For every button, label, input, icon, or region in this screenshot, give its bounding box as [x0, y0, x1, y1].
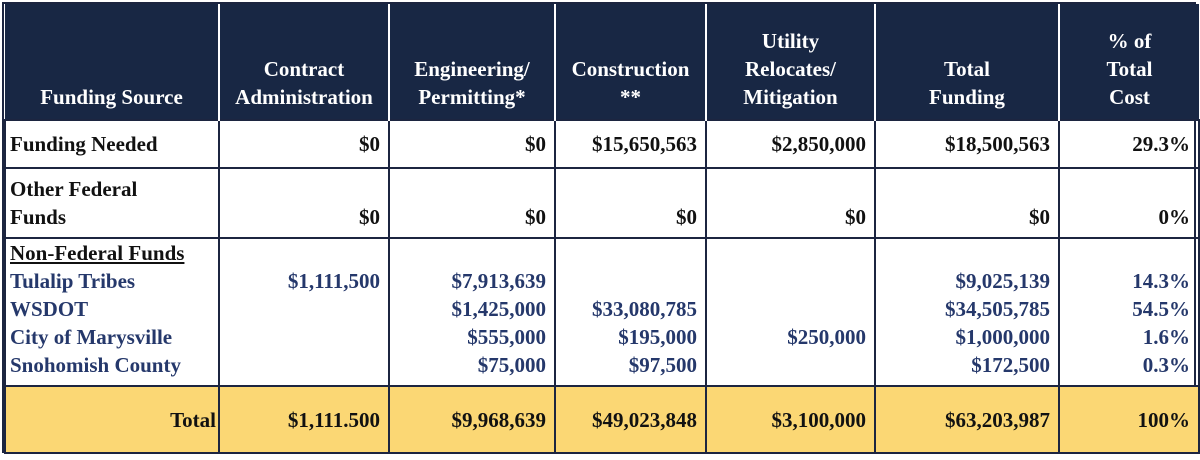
header-row: Funding Source Contract Administration En…	[5, 4, 1199, 120]
table-cell: $0	[874, 167, 1060, 239]
table-cell: 29.3%	[1058, 119, 1200, 169]
source-name: Tulalip Tribes	[10, 269, 136, 293]
table-cell: $0	[218, 119, 390, 169]
table-cell: $2,850,000	[705, 119, 876, 169]
row-label: Funding Needed	[4, 119, 220, 169]
header-percent-total-cost: % of Total Cost	[1059, 4, 1199, 120]
table-row-non-federal: Non-Federal Funds Tulalip Tribes WSDOT C…	[4, 237, 1200, 387]
table-cell: $63,203,987	[874, 385, 1060, 454]
table-cell: $0	[388, 167, 556, 239]
header-total-funding: Total Funding	[875, 4, 1060, 120]
table-cell: 100%	[1058, 385, 1200, 454]
total-label: Total	[4, 385, 220, 454]
table-row-total: Total $1,111.500 $9,968,639 $49,023,848 …	[4, 385, 1200, 454]
table-cell: $9,968,639	[388, 385, 556, 454]
source-name: WSDOT	[10, 297, 89, 321]
table-cell: 14.3% 54.5% 1.6% 0.3%	[1058, 237, 1200, 387]
table-cell: $1,111.500	[218, 385, 390, 454]
header-funding-source: Funding Source	[5, 4, 220, 120]
table-cell: $0	[218, 167, 390, 239]
table-cell: $0	[705, 167, 876, 239]
row-label: Non-Federal Funds Tulalip Tribes WSDOT C…	[4, 237, 220, 387]
table-cell: $18,500,563	[874, 119, 1060, 169]
source-name: City of Marysville	[10, 325, 173, 349]
table-cell: $0	[554, 167, 707, 239]
table-cell: 0%	[1058, 167, 1200, 239]
table-cell: $33,080,785 $195,000 $97,500	[554, 237, 707, 387]
non-federal-heading: Non-Federal Funds	[10, 241, 185, 265]
table-cell: $0	[388, 119, 556, 169]
header-engineering-permitting: Engineering/Permitting*	[389, 4, 556, 120]
table-cell: $49,023,848	[554, 385, 707, 454]
header-construction: Construction **	[555, 4, 707, 120]
table-row-funding-needed: Funding Needed $0 $0 $15,650,563 $2,850,…	[4, 119, 1200, 169]
funding-table: Funding Source Contract Administration En…	[4, 4, 1200, 454]
table-cell: $1,111,500	[218, 237, 390, 387]
source-name: Snohomish County	[10, 353, 181, 377]
table-cell: $3,100,000	[705, 385, 876, 454]
table-cell: $15,650,563	[554, 119, 707, 169]
header-contract-administration: Contract Administration	[219, 4, 390, 120]
header-utility-relocates: Utility Relocates/Mitigation	[706, 4, 876, 120]
table-row-other-federal: Other Federal Funds $0 $0 $0 $0 $0 0%	[4, 167, 1200, 239]
table-cell: $250,000	[705, 237, 876, 387]
table-cell: $9,025,139 $34,505,785 $1,000,000 $172,500	[874, 237, 1060, 387]
row-label: Other Federal Funds	[4, 167, 220, 239]
table-cell: $7,913,639 $1,425,000 $555,000 $75,000	[388, 237, 556, 387]
